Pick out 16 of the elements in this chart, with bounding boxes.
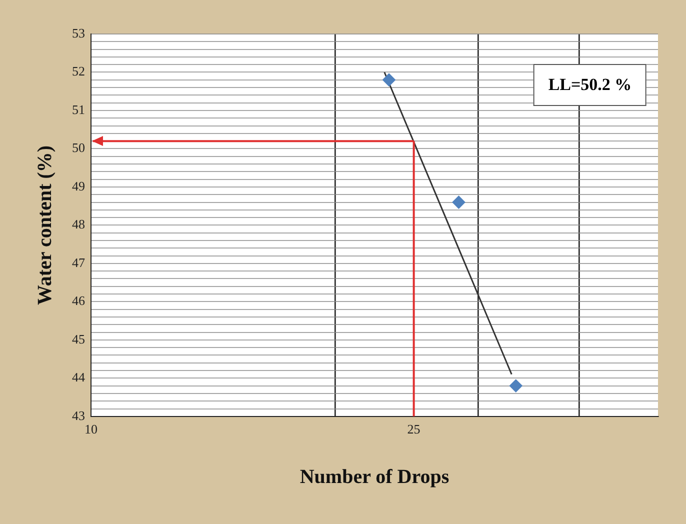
y-tick-label: 51 (72, 102, 85, 117)
y-tick-label: 49 (72, 178, 85, 194)
y-axis-title: Water content (%) (34, 145, 56, 305)
y-tick-label: 52 (72, 64, 85, 79)
x-axis-title: Number of Drops (300, 466, 450, 488)
y-tick-label: 50 (72, 140, 85, 156)
y-tick-label: 45 (72, 331, 85, 346)
y-tick-label: 43 (72, 408, 85, 423)
y-tick-label: 53 (72, 25, 85, 40)
x-tick-label: 25 (407, 422, 420, 437)
x-tick-label: 10 (84, 422, 98, 437)
y-tick-label: 48 (72, 216, 85, 232)
y-tick-label: 44 (72, 370, 86, 385)
annotation: LL=50.2 % (533, 64, 647, 106)
y-tick-label: 46 (72, 293, 86, 308)
y-tick-label: 47 (72, 254, 86, 270)
